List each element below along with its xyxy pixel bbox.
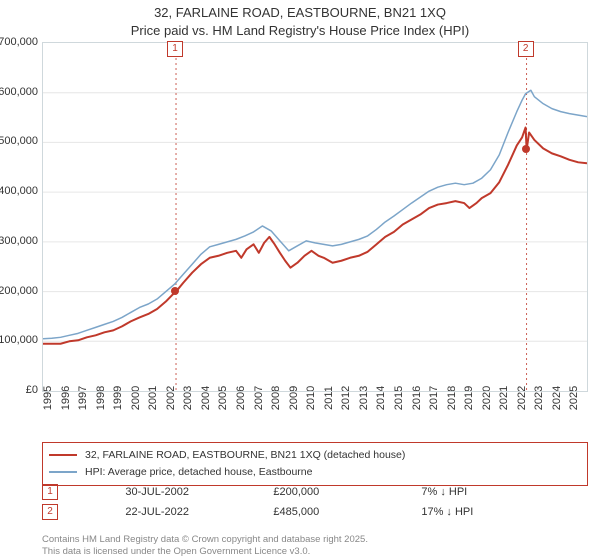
sale-badge-cell: 2	[42, 502, 125, 522]
sale-badge: 1	[42, 484, 58, 500]
y-tick-label: £0	[0, 384, 38, 396]
y-tick-label: £600,000	[0, 86, 38, 98]
sale-badge-cell: 1	[42, 482, 125, 502]
sale-row: 1 30-JUL-2002£200,0007% ↓ HPI	[42, 482, 588, 502]
sale-price: £485,000	[273, 502, 421, 522]
sale-marker-badge: 2	[518, 41, 534, 57]
legend-swatch-1	[49, 454, 77, 456]
legend-row: 32, FARLAINE ROAD, EASTBOURNE, BN21 1XQ …	[49, 447, 581, 464]
plot-area	[42, 42, 588, 392]
legend-swatch-2	[49, 471, 77, 473]
attribution-line2: This data is licensed under the Open Gov…	[42, 546, 310, 557]
sale-marker-badge: 1	[167, 41, 183, 57]
sale-marker-dot	[522, 145, 530, 153]
legend: 32, FARLAINE ROAD, EASTBOURNE, BN21 1XQ …	[42, 442, 588, 486]
legend-row: HPI: Average price, detached house, East…	[49, 464, 581, 481]
y-tick-label: £300,000	[0, 235, 38, 247]
y-tick-label: £200,000	[0, 285, 38, 297]
sale-row: 2 22-JUL-2022£485,00017% ↓ HPI	[42, 502, 588, 522]
sale-price: £200,000	[273, 482, 421, 502]
legend-label-1: 32, FARLAINE ROAD, EASTBOURNE, BN21 1XQ …	[85, 447, 405, 464]
sale-badge: 2	[42, 504, 58, 520]
y-tick-label: £100,000	[0, 334, 38, 346]
attribution-line1: Contains HM Land Registry data © Crown c…	[42, 534, 368, 545]
chart-title: 32, FARLAINE ROAD, EASTBOURNE, BN21 1XQ …	[0, 0, 600, 39]
y-tick-label: £400,000	[0, 185, 38, 197]
plot-svg	[43, 43, 587, 391]
attribution: Contains HM Land Registry data © Crown c…	[42, 534, 368, 559]
y-tick-label: £700,000	[0, 36, 38, 48]
title-line2: Price paid vs. HM Land Registry's House …	[131, 23, 469, 38]
sale-date: 22-JUL-2022	[125, 502, 273, 522]
title-line1: 32, FARLAINE ROAD, EASTBOURNE, BN21 1XQ	[154, 5, 446, 20]
y-tick-label: £500,000	[0, 135, 38, 147]
legend-label-2: HPI: Average price, detached house, East…	[85, 464, 312, 481]
chart-container: 32, FARLAINE ROAD, EASTBOURNE, BN21 1XQ …	[0, 0, 600, 560]
sale-marker-dot	[171, 287, 179, 295]
sale-date: 30-JUL-2002	[125, 482, 273, 502]
sale-diff: 7% ↓ HPI	[421, 482, 588, 502]
sales-table: 1 30-JUL-2002£200,0007% ↓ HPI 2 22-JUL-2022…	[42, 482, 588, 522]
sale-diff: 17% ↓ HPI	[421, 502, 588, 522]
